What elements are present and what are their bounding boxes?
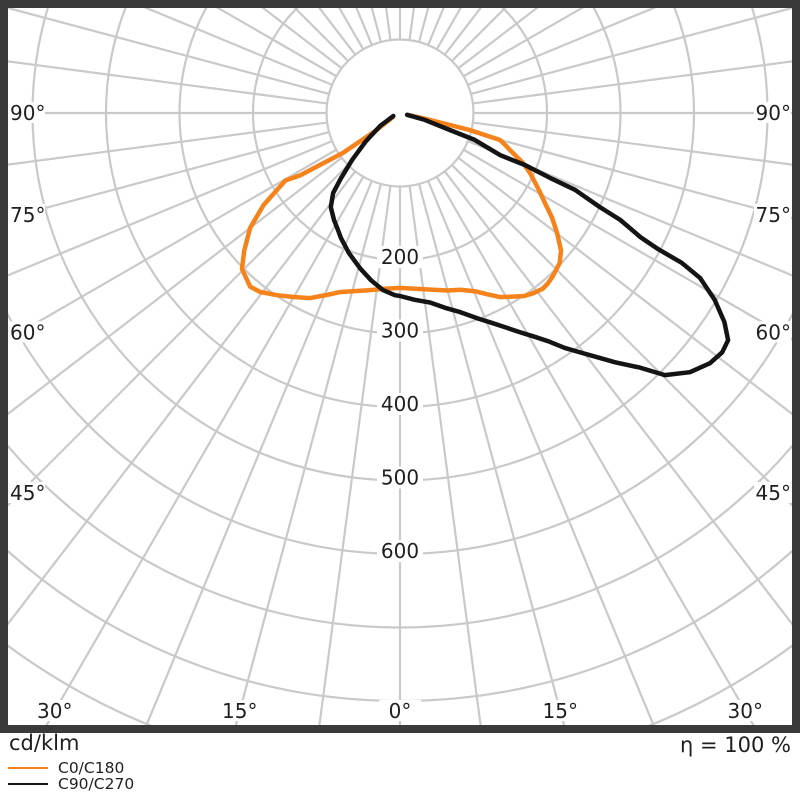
svg-text:60°: 60° <box>10 320 45 344</box>
svg-text:90°: 90° <box>10 101 45 125</box>
efficiency-label: η = 100 % <box>680 733 791 757</box>
svg-text:15°: 15° <box>222 699 257 723</box>
curve-c90-c270 <box>328 112 731 378</box>
legend-label-c0-c180: C0/C180 <box>58 759 125 777</box>
svg-text:60°: 60° <box>756 320 791 344</box>
unit-label: cd/klm <box>9 731 80 755</box>
angle-tick-labels: 90° 75° 60° 45° 45° 60° 75° 90° 30° 15° 0° 15° 30° <box>8 101 791 723</box>
radial-tick-labels: 200 300 400 500 600 <box>377 245 423 563</box>
legend-label-c90-c270: C90/C270 <box>58 775 135 793</box>
legend: C0/C180 C90/C270 <box>8 760 134 792</box>
svg-text:0°: 0° <box>389 699 412 723</box>
curve-c0-c180 <box>239 112 564 301</box>
legend-item-c90-c270: C90/C270 <box>8 776 134 792</box>
plot-frame <box>0 0 800 733</box>
polar-grid <box>8 8 792 726</box>
svg-text:75°: 75° <box>756 203 791 227</box>
svg-text:75°: 75° <box>10 203 45 227</box>
svg-text:300: 300 <box>381 319 419 343</box>
svg-text:30°: 30° <box>37 699 72 723</box>
svg-text:45°: 45° <box>756 481 791 505</box>
polar-chart: 200 300 400 500 600 90° 75° 60° 45° 45° 60° 75° 90° 3… <box>0 0 800 733</box>
legend-line-c0-c180-icon <box>8 767 48 769</box>
svg-text:400: 400 <box>381 392 419 416</box>
svg-text:600: 600 <box>381 539 419 563</box>
legend-line-c90-c270-icon <box>8 783 48 785</box>
svg-text:15°: 15° <box>543 699 578 723</box>
svg-text:30°: 30° <box>728 699 763 723</box>
svg-text:45°: 45° <box>10 481 45 505</box>
svg-text:500: 500 <box>381 466 419 490</box>
svg-text:200: 200 <box>381 245 419 269</box>
legend-item-c0-c180: C0/C180 <box>8 760 134 776</box>
svg-text:90°: 90° <box>756 101 791 125</box>
